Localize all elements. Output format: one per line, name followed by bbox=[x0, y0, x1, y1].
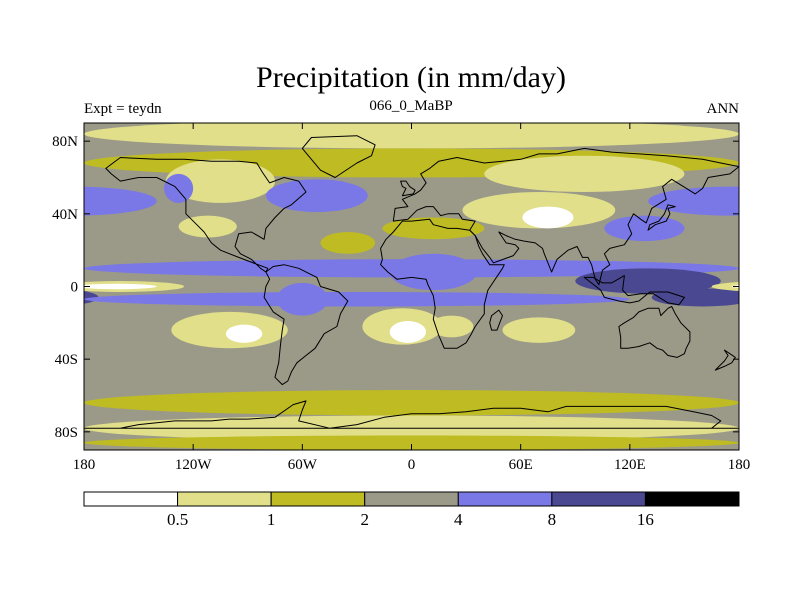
season-label: ANN bbox=[707, 101, 740, 117]
region-equatorial-pacific-dry-core bbox=[84, 283, 157, 290]
coastline-greenland bbox=[301, 135, 376, 178]
colorbar-label: 2 bbox=[360, 510, 369, 529]
coastline-japan bbox=[647, 204, 676, 231]
region-southern-africa-dry bbox=[429, 315, 474, 338]
coastline-antarctica bbox=[84, 400, 739, 429]
coastline-uk bbox=[400, 180, 416, 197]
colorbar: 0.5 1 2 4 8 16 bbox=[83, 491, 740, 529]
coastline-new-zealand bbox=[714, 349, 736, 371]
region-south-america-wet bbox=[276, 282, 328, 316]
coastline-south-america bbox=[263, 264, 349, 386]
map-axes: 180 120W 60W 0 60E 120E 180 80N 40N 0 40S 80S bbox=[52, 123, 750, 473]
x-tick-label: 180 bbox=[73, 457, 96, 473]
region-pacific-northwest-wet bbox=[164, 173, 194, 203]
colorbar-label: 8 bbox=[548, 510, 557, 529]
region-siberia-dry bbox=[484, 155, 685, 193]
region-equatorial-pacific-dry-core-wrap bbox=[731, 284, 739, 289]
region-southeast-pacific-desert bbox=[225, 324, 263, 343]
y-tick-label: 80N bbox=[52, 134, 78, 150]
region-southwest-us-dry bbox=[178, 215, 237, 238]
region-north-atlantic-subtropical-dry bbox=[320, 232, 376, 254]
chart-title: Precipitation (in mm/day) bbox=[256, 61, 566, 94]
region-north-america-dry bbox=[165, 159, 276, 203]
y-tick-label: 80S bbox=[55, 425, 78, 441]
region-south-indian-dry bbox=[502, 317, 576, 343]
region-south-atlantic-desert bbox=[389, 321, 427, 343]
region-warm-pool bbox=[575, 268, 721, 294]
region-africa-wet bbox=[389, 253, 478, 291]
precipitation-regions bbox=[84, 123, 739, 450]
colorbar-swatch bbox=[551, 491, 646, 507]
coastline-north-america bbox=[105, 157, 307, 273]
y-tick-label: 0 bbox=[71, 280, 79, 296]
colorbar-swatch bbox=[644, 491, 740, 507]
y-tick-label: 40N bbox=[52, 207, 78, 223]
colorbar-label: 1 bbox=[267, 510, 276, 529]
x-tick-label: 180 bbox=[728, 457, 751, 473]
coastline-indonesia bbox=[583, 275, 685, 306]
period-label: 066_0_MaBP bbox=[369, 98, 452, 114]
region-north-pacific-storm-track-wrap bbox=[84, 186, 157, 216]
colorbar-swatch bbox=[364, 491, 459, 507]
region-southern-ocean-band bbox=[84, 390, 739, 416]
region-equatorial-pacific-dry-wrap bbox=[711, 282, 739, 291]
x-tick-label: 60E bbox=[509, 457, 533, 473]
colorbar-label: 0.5 bbox=[167, 510, 188, 529]
region-south-equatorial-band bbox=[84, 291, 630, 307]
coastline-eurasia bbox=[392, 147, 739, 286]
colorbar-label: 16 bbox=[637, 510, 654, 529]
region-south-pacific-convergence bbox=[651, 288, 739, 307]
region-north-africa-dry bbox=[382, 217, 485, 240]
map-field bbox=[84, 123, 739, 450]
region-north-atlantic-storm-track bbox=[265, 179, 368, 213]
region-north-pacific-storm-track bbox=[648, 186, 739, 216]
region-antarctic-rim bbox=[84, 435, 739, 450]
colorbar-swatch bbox=[457, 491, 553, 507]
region-arctic bbox=[84, 123, 739, 149]
region-east-asia-wet bbox=[604, 215, 685, 242]
coastline-australia bbox=[618, 306, 691, 358]
x-tick-label: 120E bbox=[614, 457, 646, 473]
colorbar-swatch bbox=[270, 491, 366, 507]
y-tick-label: 40S bbox=[55, 352, 78, 368]
colorbar-label: 4 bbox=[454, 510, 463, 529]
experiment-label: Expt = teydn bbox=[84, 101, 162, 117]
coastline-madagascar bbox=[489, 309, 503, 331]
x-tick-label: 60W bbox=[288, 457, 318, 473]
x-tick-label: 0 bbox=[408, 457, 416, 473]
coastlines bbox=[84, 135, 739, 429]
x-tick-label: 120W bbox=[175, 457, 213, 473]
region-gobi-desert bbox=[522, 206, 574, 229]
colorbar-swatch bbox=[83, 491, 179, 507]
coastline-africa bbox=[380, 218, 505, 349]
colorbar-swatch bbox=[177, 491, 272, 507]
